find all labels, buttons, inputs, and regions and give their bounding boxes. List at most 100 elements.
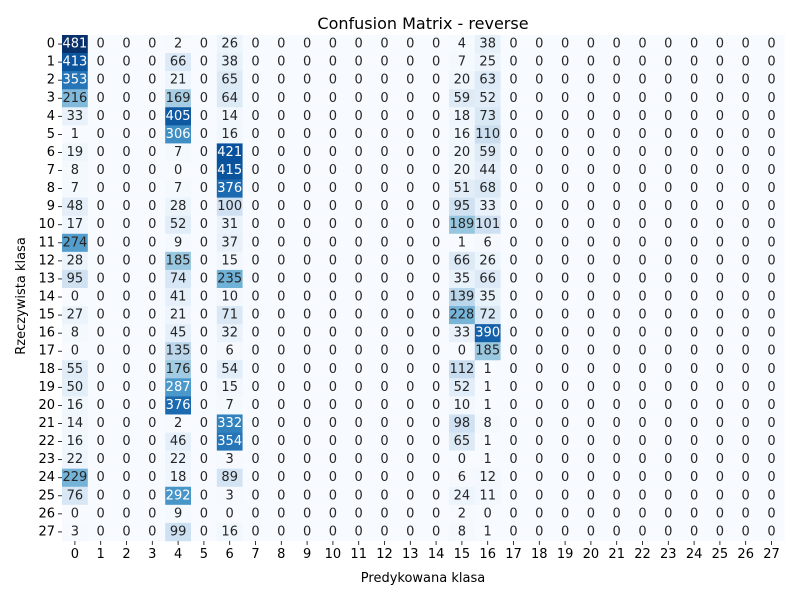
cell-value-label: 0: [97, 181, 105, 196]
heatmap-cell: [268, 504, 295, 524]
cell-value-label: 0: [329, 344, 337, 359]
cell-value-label: 0: [355, 271, 363, 286]
cell-value-label: 0: [767, 470, 775, 485]
cell-value-label: 0: [432, 73, 440, 88]
cell-value-label: 0: [251, 253, 259, 268]
x-tick-label: 6: [226, 547, 234, 562]
cell-value-label: 0: [277, 488, 285, 503]
cell-value-label: 0: [561, 91, 569, 106]
cell-value-label: 0: [509, 344, 517, 359]
heatmap-cell: [449, 306, 476, 325]
heatmap-cell: [500, 287, 527, 307]
cell-value-label: 0: [535, 127, 543, 142]
cell-value-label: 0: [742, 91, 750, 106]
heatmap-cell: [397, 378, 424, 397]
heatmap-cell: [62, 414, 89, 433]
cell-value-label: 89: [221, 470, 238, 485]
heatmap-cell: [165, 143, 192, 162]
cell-value-label: 0: [613, 235, 621, 250]
heatmap-cell: [139, 324, 166, 343]
heatmap-cell: [474, 486, 501, 506]
heatmap-cell: [552, 269, 579, 289]
cell-value-label: 0: [509, 326, 517, 341]
heatmap-cell: [423, 107, 450, 126]
heatmap-cell: [242, 71, 269, 90]
heatmap-cell: [681, 143, 708, 162]
heatmap-cell: [345, 143, 372, 162]
heatmap-cell: [552, 414, 579, 433]
heatmap-cell: [552, 522, 579, 542]
heatmap-cell: [242, 306, 269, 325]
heatmap-cell: [165, 378, 192, 397]
cell-value-label: 481: [62, 37, 87, 52]
cell-value-label: 0: [484, 506, 492, 521]
cell-value-label: 0: [97, 91, 105, 106]
cell-value-label: 0: [664, 145, 672, 160]
heatmap-cell: [268, 342, 295, 361]
cell-value-label: 0: [638, 37, 646, 52]
y-tick-label: 23: [38, 452, 55, 467]
cell-value-label: 229: [62, 470, 87, 485]
cell-value-label: 1: [484, 452, 492, 467]
cell-value-label: 0: [690, 488, 698, 503]
cell-value-label: 0: [638, 362, 646, 377]
cell-value-label: 0: [148, 416, 156, 431]
heatmap-cell: [397, 468, 424, 488]
cell-value-label: 0: [690, 181, 698, 196]
heatmap-cell: [629, 143, 656, 162]
cell-value-label: 27: [67, 308, 84, 323]
heatmap-cell: [449, 197, 476, 216]
heatmap-cell: [294, 414, 321, 433]
heatmap-cell: [320, 179, 347, 198]
heatmap-cell: [578, 107, 605, 126]
heatmap-cell: [165, 396, 192, 415]
cell-value-label: 0: [148, 488, 156, 503]
heatmap-cell: [500, 89, 527, 108]
cell-value-label: 0: [406, 416, 414, 431]
cell-value-label: 0: [97, 73, 105, 88]
heatmap-cell: [629, 251, 656, 271]
cell-value-label: 0: [535, 362, 543, 377]
heatmap-cell: [242, 107, 269, 126]
heatmap-cell: [139, 143, 166, 162]
cell-value-label: 0: [432, 308, 440, 323]
cell-value-label: 0: [587, 326, 595, 341]
heatmap-cell: [113, 179, 140, 198]
heatmap-cell: [758, 53, 785, 72]
heatmap-cell: [397, 161, 424, 180]
heatmap-cell: [449, 143, 476, 162]
cell-value-label: 0: [329, 452, 337, 467]
cell-value-label: 66: [479, 271, 496, 286]
cell-value-label: 0: [277, 163, 285, 178]
cell-value-label: 0: [638, 452, 646, 467]
heatmap-cell: [345, 522, 372, 542]
heatmap-cell: [345, 161, 372, 180]
cell-value-label: 0: [535, 235, 543, 250]
heatmap-cell: [242, 215, 269, 235]
heatmap-cell: [397, 125, 424, 144]
cell-value-label: 0: [613, 380, 621, 395]
heatmap-cell: [165, 360, 192, 379]
heatmap-cell: [758, 450, 785, 469]
y-tick-label: 21: [38, 416, 55, 431]
cell-value-label: 0: [767, 217, 775, 232]
heatmap-cell: [320, 486, 347, 506]
cell-value-label: 0: [329, 524, 337, 539]
cell-value-label: 0: [329, 290, 337, 305]
heatmap-cell: [191, 269, 218, 289]
cell-value-label: 0: [380, 37, 388, 52]
heatmap-cell: [732, 71, 759, 90]
heatmap-cell: [500, 143, 527, 162]
heatmap-cell: [294, 522, 321, 542]
heatmap-cell: [500, 107, 527, 126]
heatmap-cell: [629, 450, 656, 469]
cell-value-label: 3: [226, 452, 234, 467]
cell-value-label: 0: [148, 308, 156, 323]
heatmap-cell: [423, 414, 450, 433]
heatmap-cell: [578, 161, 605, 180]
heatmap-cell: [268, 215, 295, 235]
heatmap-cell: [191, 414, 218, 433]
heatmap-cell: [603, 71, 630, 90]
cell-value-label: 64: [221, 91, 238, 106]
